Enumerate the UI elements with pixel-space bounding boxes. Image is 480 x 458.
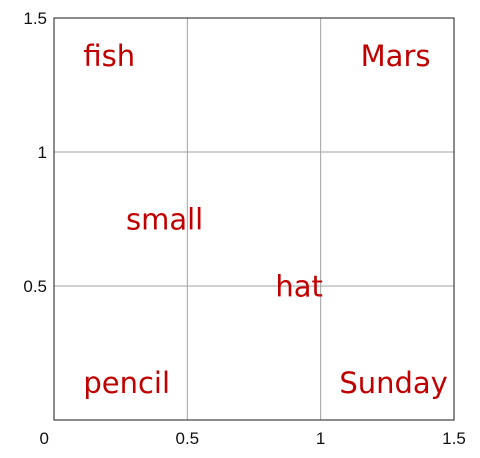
y-axis-ticks: 0.5 1 1.5 — [23, 9, 47, 296]
word-label-fish: fish — [83, 39, 135, 73]
word-label-pencil: pencil — [83, 366, 170, 400]
y-tick-label: 1 — [38, 143, 47, 162]
word-label-hat: hat — [275, 270, 323, 304]
x-tick-label: 1.5 — [442, 429, 466, 448]
y-tick-label: 1.5 — [23, 9, 47, 28]
y-tick-label: 0.5 — [23, 277, 47, 296]
grid-lines — [54, 18, 454, 420]
plot-frame — [53, 17, 455, 421]
x-tick-label: 1 — [316, 429, 325, 448]
word-points: fish Mars small hat pencil Sunday — [83, 39, 448, 400]
x-tick-label: 0 — [40, 429, 49, 448]
word-label-sunday: Sunday — [339, 366, 448, 400]
x-tick-label: 0.5 — [176, 429, 200, 448]
word-label-mars: Mars — [361, 39, 431, 73]
word-label-small: small — [126, 203, 203, 237]
x-axis-ticks: 0 0.5 1 1.5 — [40, 429, 466, 448]
